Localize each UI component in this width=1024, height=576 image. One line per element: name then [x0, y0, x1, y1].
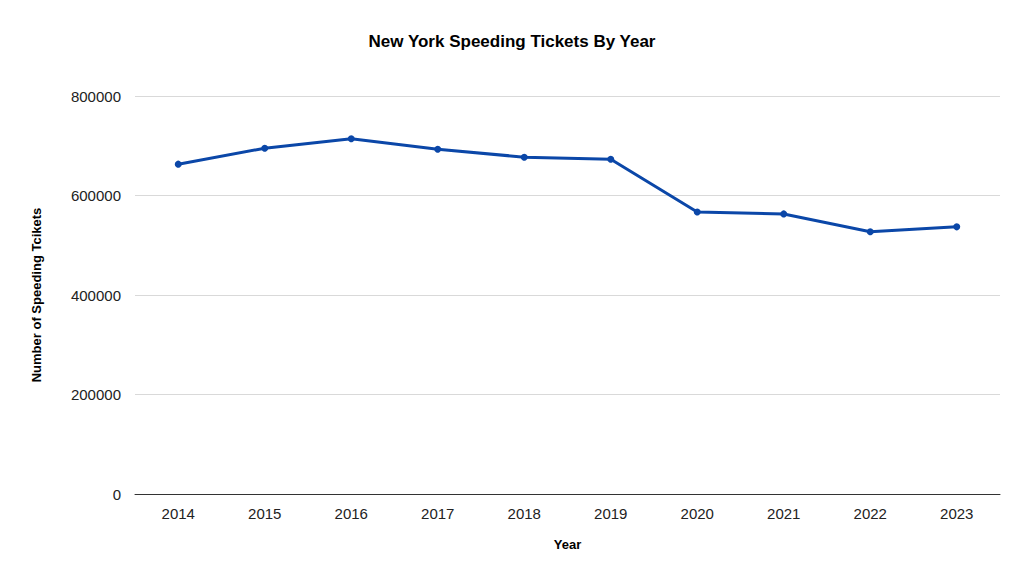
svg-text:2018: 2018 [508, 505, 541, 522]
svg-text:2015: 2015 [248, 505, 281, 522]
svg-text:Year: Year [554, 537, 581, 552]
svg-text:2021: 2021 [767, 505, 800, 522]
svg-text:600000: 600000 [71, 187, 121, 204]
svg-text:2020: 2020 [681, 505, 714, 522]
svg-text:2017: 2017 [421, 505, 454, 522]
svg-text:New York Speeding Tickets By Y: New York Speeding Tickets By Year [369, 32, 656, 51]
svg-text:400000: 400000 [71, 287, 121, 304]
svg-text:2019: 2019 [594, 505, 627, 522]
svg-text:2016: 2016 [335, 505, 368, 522]
svg-text:200000: 200000 [71, 386, 121, 403]
svg-text:2023: 2023 [940, 505, 973, 522]
svg-text:800000: 800000 [71, 88, 121, 105]
svg-text:0: 0 [113, 486, 121, 503]
svg-text:2022: 2022 [854, 505, 887, 522]
svg-text:Number of Speeding Tcikets: Number of Speeding Tcikets [29, 208, 44, 383]
svg-text:2014: 2014 [162, 505, 195, 522]
